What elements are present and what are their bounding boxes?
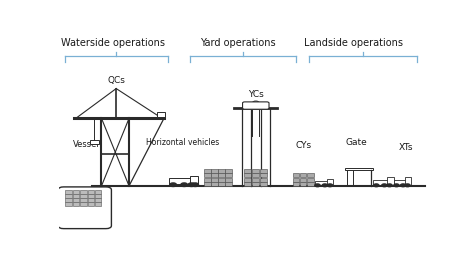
Bar	[260, 178, 267, 182]
Bar	[211, 173, 218, 177]
Bar	[307, 182, 314, 186]
Bar	[211, 182, 218, 186]
Bar	[80, 198, 87, 202]
Bar	[260, 182, 267, 186]
Bar	[65, 202, 72, 206]
Bar	[73, 190, 80, 194]
Bar	[252, 169, 259, 173]
Bar	[393, 180, 409, 185]
Circle shape	[382, 184, 387, 187]
Text: Vessel: Vessel	[73, 140, 100, 149]
Bar	[292, 178, 299, 182]
Bar	[90, 140, 99, 144]
Bar	[211, 178, 218, 182]
Text: Yard operations: Yard operations	[200, 38, 275, 48]
FancyBboxPatch shape	[243, 102, 269, 109]
Bar	[260, 169, 267, 173]
Bar	[95, 198, 101, 202]
Bar	[307, 178, 314, 182]
Bar	[345, 168, 373, 171]
Bar	[219, 169, 225, 173]
Text: Horizontal vehicles: Horizontal vehicles	[146, 138, 219, 147]
Bar	[300, 173, 307, 177]
Bar	[252, 178, 259, 182]
Bar	[219, 178, 225, 182]
Text: Gate: Gate	[346, 138, 368, 147]
Bar	[88, 198, 94, 202]
Bar	[374, 180, 391, 185]
Circle shape	[181, 183, 187, 187]
Circle shape	[401, 184, 406, 187]
Bar	[190, 176, 198, 184]
Bar	[88, 202, 94, 206]
Text: CYs: CYs	[295, 141, 311, 150]
Bar	[169, 178, 193, 184]
Bar	[157, 112, 165, 117]
Bar	[346, 170, 353, 186]
Circle shape	[315, 184, 320, 187]
Bar	[300, 178, 307, 182]
Bar	[292, 182, 299, 186]
Bar	[80, 202, 87, 206]
Bar	[204, 182, 210, 186]
Bar	[80, 194, 87, 198]
Bar	[204, 169, 210, 173]
Bar	[204, 178, 210, 182]
Bar	[219, 173, 225, 177]
Bar	[225, 173, 231, 177]
Bar	[73, 202, 80, 206]
Circle shape	[192, 183, 199, 187]
Text: XTs: XTs	[399, 143, 414, 152]
Bar	[387, 177, 393, 185]
Bar	[292, 173, 299, 177]
Bar	[225, 169, 231, 173]
Bar	[219, 182, 225, 186]
Bar	[65, 190, 72, 194]
Bar	[327, 179, 333, 185]
Bar	[73, 194, 80, 198]
Bar	[80, 190, 87, 194]
Text: QCs: QCs	[107, 76, 125, 85]
FancyBboxPatch shape	[58, 187, 111, 229]
Bar	[244, 169, 251, 173]
Circle shape	[328, 184, 333, 187]
Bar	[244, 182, 251, 186]
Bar	[244, 178, 251, 182]
Circle shape	[170, 183, 176, 187]
Bar	[225, 178, 231, 182]
Bar	[252, 173, 259, 177]
Text: Landside operations: Landside operations	[304, 38, 402, 48]
Bar	[211, 169, 218, 173]
Bar	[225, 182, 231, 186]
Bar	[73, 198, 80, 202]
Circle shape	[394, 184, 399, 187]
Circle shape	[374, 184, 379, 187]
Bar	[65, 198, 72, 202]
Bar	[252, 182, 259, 186]
Circle shape	[188, 183, 195, 187]
Bar	[260, 173, 267, 177]
Bar	[88, 190, 94, 194]
Bar	[204, 173, 210, 177]
Circle shape	[405, 184, 410, 187]
Bar	[95, 202, 101, 206]
Bar	[307, 173, 314, 177]
Bar	[65, 194, 72, 198]
Bar	[95, 194, 101, 198]
Bar	[95, 190, 101, 194]
Bar	[300, 182, 307, 186]
Bar	[405, 177, 411, 185]
Bar	[315, 181, 331, 185]
Text: YCs: YCs	[248, 91, 264, 100]
Bar	[244, 173, 251, 177]
Text: Waterside operations: Waterside operations	[61, 38, 164, 48]
Circle shape	[387, 184, 392, 187]
Bar	[88, 194, 94, 198]
Circle shape	[322, 184, 328, 187]
